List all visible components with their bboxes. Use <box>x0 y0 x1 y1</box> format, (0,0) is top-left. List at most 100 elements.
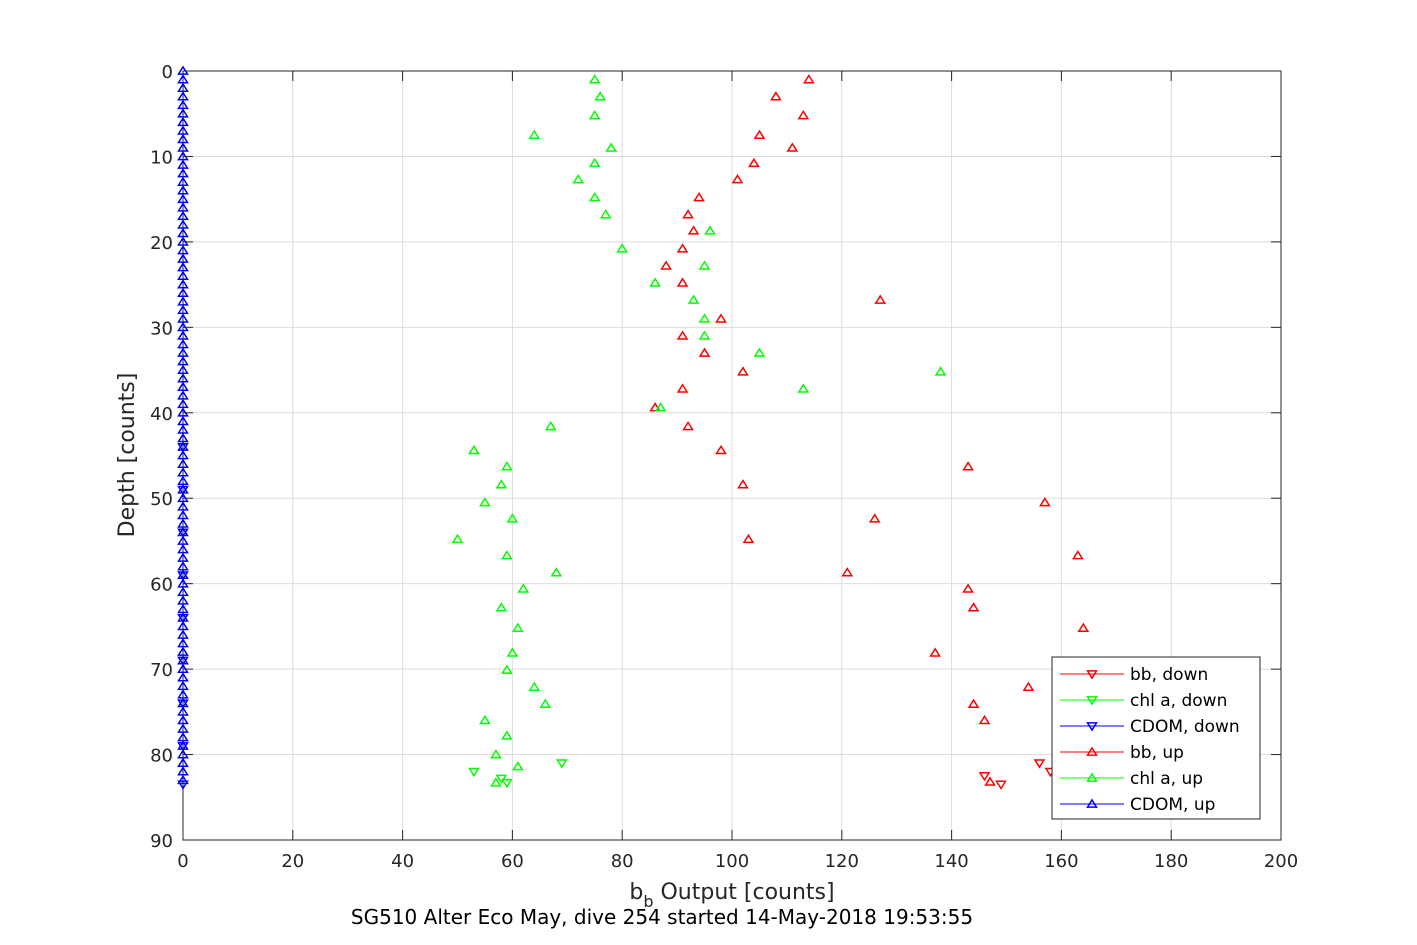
legend-marker <box>1086 722 1098 732</box>
data-point <box>676 383 689 393</box>
y-axis-label: Depth [counts] <box>115 373 140 538</box>
data-point <box>495 602 508 612</box>
data-point <box>676 330 689 340</box>
data-point <box>682 420 694 431</box>
data-point <box>660 260 672 270</box>
data-point <box>605 142 618 152</box>
data-point <box>588 157 601 168</box>
data-point <box>512 622 524 632</box>
y-tick-label: 0 <box>162 62 173 83</box>
data-point <box>737 366 749 376</box>
data-point <box>978 714 991 725</box>
data-point <box>737 479 749 489</box>
y-tick-label: 70 <box>150 660 173 681</box>
y-tick-label: 90 <box>150 831 173 852</box>
data-point <box>654 402 667 412</box>
data-point <box>501 778 513 789</box>
data-point <box>490 777 502 787</box>
data-point <box>687 294 700 304</box>
data-point <box>501 461 513 471</box>
data-point <box>770 91 782 101</box>
data-point <box>786 142 799 152</box>
data-point <box>1022 681 1035 691</box>
data-point <box>555 759 568 769</box>
grid <box>183 71 1281 840</box>
legend-label: CDOM, up <box>1130 795 1215 815</box>
y-tick-label: 10 <box>150 147 173 168</box>
data-point <box>797 109 810 120</box>
x-tick-label: 80 <box>611 851 634 872</box>
series-bb-up <box>649 74 1090 786</box>
data-point <box>698 313 711 323</box>
y-tick-label: 80 <box>150 746 173 767</box>
data-point <box>753 347 766 357</box>
data-point <box>984 776 996 786</box>
data-point <box>479 714 491 725</box>
x-tick-label: 160 <box>1044 851 1078 872</box>
y-tick-label: 20 <box>150 233 173 254</box>
legend-label: chl a, down <box>1130 691 1227 711</box>
data-point <box>528 129 541 139</box>
data-point <box>177 780 189 790</box>
data-point <box>479 497 491 507</box>
x-tick-label: 140 <box>934 851 968 872</box>
legend-label: chl a, up <box>1130 769 1203 789</box>
data-point <box>868 513 881 523</box>
data-point <box>512 761 524 771</box>
x-tick-label: 200 <box>1264 851 1298 872</box>
legend-item-bb-up: bb, up <box>1060 743 1184 763</box>
data-point <box>517 583 530 593</box>
data-point <box>693 191 705 202</box>
data-point <box>748 157 760 168</box>
data-point <box>501 730 513 740</box>
data-point <box>1039 497 1051 507</box>
data-series <box>177 65 1090 790</box>
x-tick-label: 0 <box>177 851 188 872</box>
legend-marker <box>1086 696 1098 706</box>
data-point <box>501 550 513 560</box>
data-point <box>742 533 755 544</box>
data-point <box>803 74 815 84</box>
data-point <box>544 420 557 431</box>
legend-label: bb, down <box>1130 665 1208 685</box>
data-point <box>753 129 766 139</box>
chart-caption: SG510 Alter Eco May, dive 254 started 14… <box>351 905 973 929</box>
x-axis-label-rest: Output [counts] <box>654 880 835 905</box>
data-point <box>177 774 189 785</box>
data-point <box>539 698 552 709</box>
x-tick-label: 40 <box>391 851 414 872</box>
data-point <box>490 749 502 759</box>
data-point <box>682 209 694 219</box>
legend-label: CDOM, down <box>1130 717 1240 737</box>
legend-box <box>1051 656 1261 820</box>
legend-label: bb, up <box>1130 743 1184 763</box>
data-point <box>451 533 464 544</box>
data-point <box>841 567 854 577</box>
data-point <box>506 647 519 657</box>
data-point <box>934 366 947 376</box>
data-point <box>1033 759 1046 769</box>
data-point <box>698 347 711 357</box>
data-point <box>468 767 480 778</box>
data-point <box>594 91 607 101</box>
legend-item-bb-down: bb, down <box>1060 665 1208 685</box>
data-point <box>967 698 980 709</box>
legend-item-chl-a-up: chl a, up <box>1060 769 1203 789</box>
data-point <box>704 225 716 235</box>
x-axis-label-main: b <box>629 880 643 905</box>
legend-marker <box>1086 798 1098 808</box>
x-tick-label: 20 <box>281 851 304 872</box>
x-tick-label: 120 <box>825 851 859 872</box>
data-point <box>616 243 629 253</box>
data-point <box>588 191 601 202</box>
x-axis-label-subscript: b <box>643 892 653 911</box>
y-tick-label: 50 <box>150 489 173 510</box>
data-point <box>698 330 711 340</box>
x-tick-label: 60 <box>501 851 524 872</box>
data-point <box>468 444 480 455</box>
series-chl-a-up <box>451 74 947 787</box>
data-point <box>550 567 563 577</box>
y-tick-label: 30 <box>150 318 173 339</box>
data-point <box>874 294 887 304</box>
